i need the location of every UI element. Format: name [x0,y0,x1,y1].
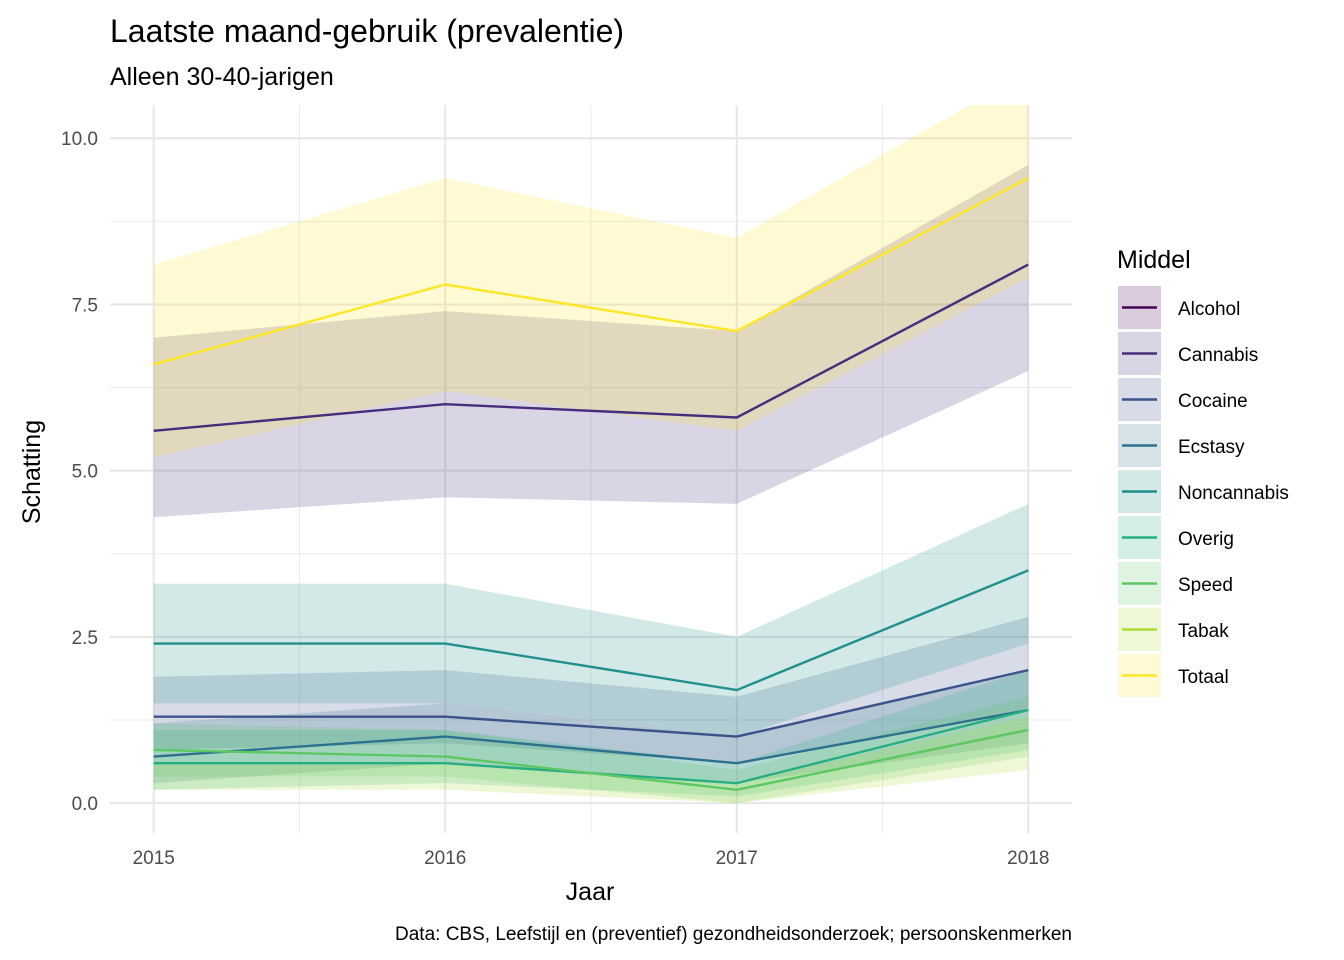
line-cocaine [153,668,1029,738]
legend: Middel Alcohol Cannabis Cocaine Ecstasy Nonc… [1117,246,1289,697]
x-axis-title: Jaar [566,878,615,906]
legend-label: Speed [1178,575,1233,596]
series-lines [153,177,1029,791]
x-tick-label: 2018 [1007,848,1049,869]
band-totaal [153,105,1029,458]
legend-item-overig: Overig [1118,516,1234,559]
x-tick-label: 2017 [716,848,758,869]
band-cannabis [153,164,1029,518]
legend-item-noncannabis: Noncannabis [1118,470,1289,513]
line-ecstasy [153,708,1029,765]
chart-title: Laatste maand-gebruik (prevalentie) [110,13,624,49]
line-speed [153,728,1029,791]
plot-area [110,105,1072,833]
y-tick-label: 2.5 [72,628,98,649]
legend-title: Middel [1117,246,1191,274]
legend-label: Alcohol [1178,299,1240,320]
legend-item-tabak: Tabak [1118,608,1229,651]
legend-label: Tabak [1178,621,1229,642]
y-tick-label: 0.0 [72,794,98,815]
grid [110,105,1072,833]
legend-label: Noncannabis [1178,483,1289,504]
legend-label: Cannabis [1178,345,1258,366]
chart-caption: Data: CBS, Leefstijl en (preventief) gez… [395,924,1072,945]
legend-item-cocaine: Cocaine [1118,378,1248,421]
chart-subtitle: Alleen 30-40-jarigen [110,63,334,91]
legend-item-totaal: Totaal [1118,654,1229,697]
legend-label: Overig [1178,529,1234,550]
legend-item-speed: Speed [1118,562,1233,605]
x-axis-ticks: 2015 2016 2017 2018 [133,848,1050,869]
legend-item-alcohol: Alcohol [1118,286,1240,329]
line-noncannabis [153,569,1029,692]
legend-item-cannabis: Cannabis [1118,332,1258,375]
line-cannabis [153,263,1029,432]
band-tabak [153,716,1029,804]
x-tick-label: 2015 [133,848,175,869]
y-tick-label: 7.5 [72,295,98,316]
y-tick-label: 5.0 [72,462,98,483]
y-axis-ticks: 0.0 2.5 5.0 7.5 10.0 [61,129,98,815]
y-axis-title: Schatting [18,420,46,524]
legend-label: Totaal [1178,667,1229,688]
line-totaal [153,177,1029,366]
y-tick-label: 10.0 [61,129,98,150]
legend-label: Ecstasy [1178,437,1245,458]
band-noncannabis [153,503,1029,737]
legend-label: Cocaine [1178,391,1248,412]
legend-item-ecstasy: Ecstasy [1118,424,1245,467]
x-tick-label: 2016 [424,848,466,869]
band-cocaine [153,616,1029,764]
